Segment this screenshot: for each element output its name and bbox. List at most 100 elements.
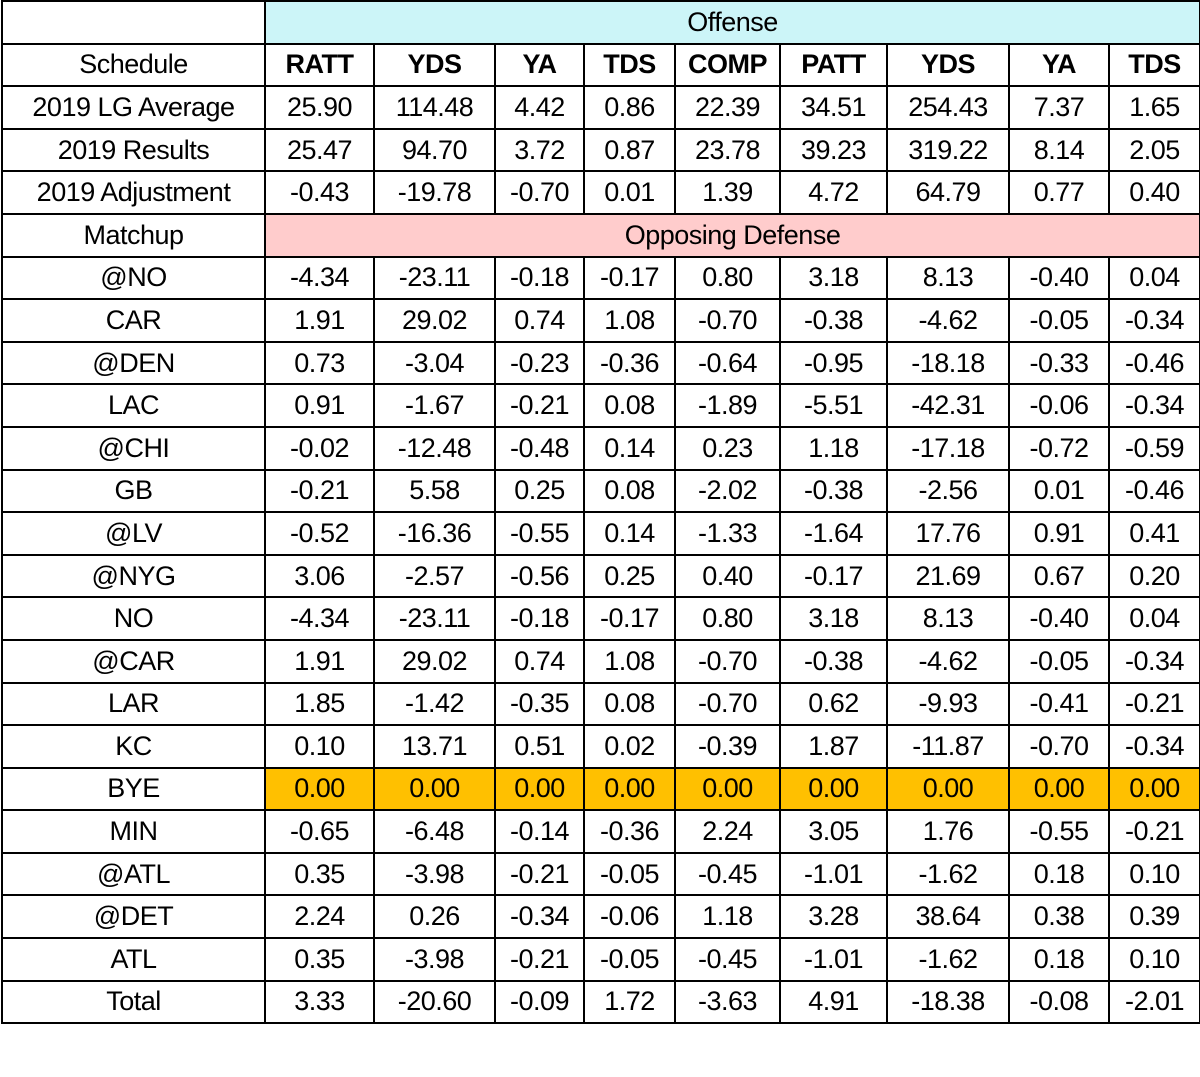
value-cell: -1.89 (674, 383, 781, 428)
total-row: Total 3.33 -20.60 -0.09 1.72 -3.63 4.91 -18.38-… (1, 979, 1200, 1025)
col-header-rush-tds: TDS (583, 42, 676, 88)
matchup-row: LAC 0.91 -1.67 -0.21 0.08 -1.89 -5.51 -42.31 -0.… (1, 383, 1200, 428)
value-cell: 0.86 (583, 85, 676, 130)
value-cell: 3.18 (779, 596, 888, 641)
value-cell: 0.35 (264, 937, 375, 982)
value-cell: -0.45 (674, 937, 781, 982)
matchup-row: @CHI -0.02 -12.48 -0.48 0.14 0.23 1.18 -17.18 -0… (1, 425, 1200, 471)
value-cell: 1.76 (886, 809, 1010, 854)
value-cell: 3.28 (779, 894, 888, 940)
value-cell: -0.35 (494, 681, 585, 727)
value-cell: -0.70 (494, 170, 585, 215)
value-cell: 0.00 (1008, 766, 1110, 812)
value-cell: 0.00 (494, 766, 585, 812)
matchup-row: @CAR 1.91 29.02 0.74 1.08 -0.70 -0.38 -4.62 -0.0… (1, 638, 1200, 684)
value-cell: 17.76 (886, 511, 1010, 556)
value-cell: 0.51 (494, 724, 585, 769)
summary-row: 2019 Results 25.47 94.70 3.72 0.87 23.78 39.23… (1, 127, 1200, 173)
row-label: GB (1, 468, 266, 514)
value-cell: 1.08 (583, 298, 676, 343)
value-cell: -0.17 (583, 255, 676, 301)
value-cell: 39.23 (779, 127, 888, 173)
value-cell: -23.11 (373, 596, 496, 641)
value-cell: -2.56 (886, 468, 1010, 514)
value-cell: -0.70 (1008, 724, 1110, 769)
value-cell: 0.77 (1008, 170, 1110, 215)
col-header-rush-yds: YDS (373, 42, 496, 88)
value-cell: -0.06 (583, 894, 676, 940)
value-cell: -0.18 (494, 596, 585, 641)
value-cell: 1.91 (264, 638, 375, 684)
row-label: 2019 Adjustment (1, 170, 266, 215)
value-cell: 4.72 (779, 170, 888, 215)
value-cell: 319.22 (886, 127, 1010, 173)
value-cell: -0.05 (583, 851, 676, 897)
col-header-rush-ya: YA (494, 42, 585, 88)
value-cell: -18.38 (886, 979, 1010, 1025)
value-cell: 0.08 (583, 681, 676, 727)
summary-row: 2019 Adjustment -0.43 -19.78 -0.70 0.01 1.39 4… (1, 170, 1200, 215)
col-header-pass-yds: YDS (886, 42, 1010, 88)
row-label: KC (1, 724, 266, 769)
value-cell: -0.21 (494, 383, 585, 428)
value-cell: -0.17 (583, 596, 676, 641)
value-cell: 0.80 (674, 255, 781, 301)
col-header-rush-att: RATT (264, 42, 375, 88)
value-cell: 64.79 (886, 170, 1010, 215)
row-label: LAR (1, 681, 266, 727)
value-cell: -0.45 (674, 851, 781, 897)
value-cell: -0.14 (494, 809, 585, 854)
value-cell: 0.10 (1107, 937, 1200, 982)
value-cell: 254.43 (886, 85, 1010, 130)
row-label: ATL (1, 937, 266, 982)
value-cell: -12.48 (373, 425, 496, 471)
value-cell: -0.08 (1008, 979, 1110, 1025)
value-cell: -4.34 (264, 255, 375, 301)
value-cell: -0.34 (1107, 638, 1200, 684)
value-cell: -0.95 (779, 340, 888, 386)
value-cell: 0.00 (264, 766, 375, 812)
value-cell: 1.72 (583, 979, 676, 1025)
value-cell: 1.08 (583, 638, 676, 684)
value-cell: -0.39 (674, 724, 781, 769)
value-cell: 29.02 (373, 638, 496, 684)
row-label: @CAR (1, 638, 266, 684)
value-cell: 0.08 (583, 383, 676, 428)
value-cell: -0.40 (1008, 255, 1110, 301)
value-cell: 0.26 (373, 894, 496, 940)
schedule-adjustment-table: Offense Schedule RATT YDS YA TDS COMP PA… (1, 0, 1200, 1025)
value-cell: 8.14 (1008, 127, 1110, 173)
matchup-row: MIN -0.65 -6.48 -0.14 -0.36 2.24 3.05 1.76 -0.55… (1, 809, 1200, 854)
value-cell: -1.01 (779, 937, 888, 982)
value-cell: -1.42 (373, 681, 496, 727)
value-cell: 0.00 (779, 766, 888, 812)
value-cell: 0.01 (1008, 468, 1110, 514)
row-label: Total (1, 979, 266, 1025)
value-cell: 0.38 (1008, 894, 1110, 940)
value-cell: 4.91 (779, 979, 888, 1025)
value-cell: 0.04 (1107, 255, 1200, 301)
value-cell: -0.40 (1008, 596, 1110, 641)
schedule-header: Schedule (1, 42, 266, 88)
value-cell: -0.48 (494, 425, 585, 471)
matchup-header: Matchup (1, 212, 266, 258)
value-cell: 114.48 (373, 85, 496, 130)
value-cell: 0.02 (583, 724, 676, 769)
value-cell: 4.42 (494, 85, 585, 130)
value-cell: -0.02 (264, 425, 375, 471)
value-cell: -0.70 (674, 638, 781, 684)
value-cell: 0.01 (583, 170, 676, 215)
row-label: @NYG (1, 553, 266, 599)
value-cell: 0.73 (264, 340, 375, 386)
value-cell: -0.05 (1008, 638, 1110, 684)
row-label: CAR (1, 298, 266, 343)
value-cell: 0.14 (583, 425, 676, 471)
value-cell: -1.62 (886, 937, 1010, 982)
matchup-row: @NO -4.34 -23.11 -0.18 -0.17 0.80 3.18 8.13 -0.4… (1, 255, 1200, 301)
value-cell: -23.11 (373, 255, 496, 301)
value-cell: -0.64 (674, 340, 781, 386)
row-label: 2019 LG Average (1, 85, 266, 130)
value-cell: 0.18 (1008, 851, 1110, 897)
value-cell: -0.21 (264, 468, 375, 514)
value-cell: -2.57 (373, 553, 496, 599)
